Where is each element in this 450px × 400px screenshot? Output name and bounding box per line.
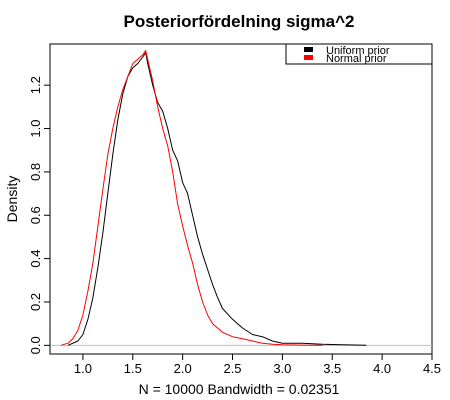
- x-tick-label: 3.5: [323, 361, 341, 376]
- y-tick-label: 1.0: [28, 120, 43, 138]
- y-axis-label: Density: [4, 176, 20, 223]
- y-tick-label: 0.8: [28, 163, 43, 181]
- y-axis: 0.0 0.2 0.4 0.6 0.8 1.0 1.2: [28, 76, 51, 354]
- legend-label: Normal prior: [326, 53, 387, 65]
- x-tick-label: 1.5: [124, 361, 142, 376]
- legend-box: [285, 43, 433, 65]
- series-line-2: [60, 50, 323, 346]
- x-axis: 1.0 1.5 2.0 2.5 3.0 3.5 4.0 4.5: [74, 353, 441, 376]
- x-tick-label: 4.0: [373, 361, 391, 376]
- y-tick-label: 1.2: [28, 76, 43, 94]
- x-tick-label: 2.0: [174, 361, 192, 376]
- x-tick-label: 1.0: [74, 361, 92, 376]
- x-axis-label: N = 10000 Bandwidth = 0.02351: [139, 381, 340, 397]
- series-layer: [60, 50, 367, 346]
- x-tick-label: 2.5: [223, 361, 241, 376]
- legend-swatch: [304, 47, 313, 52]
- y-tick-label: 0.0: [28, 336, 43, 354]
- y-tick-label: 0.2: [28, 293, 43, 311]
- legend-swatch: [304, 55, 313, 60]
- x-tick-label: 3.0: [273, 361, 291, 376]
- y-tick-label: 0.6: [28, 206, 43, 224]
- series-line-1: [67, 52, 367, 346]
- chart-title: Posteriorfördelning sigma^2: [124, 12, 355, 31]
- x-tick-label: 4.5: [423, 361, 441, 376]
- legend-label: Uniform prior: [326, 45, 390, 57]
- y-tick-label: 0.4: [28, 250, 43, 268]
